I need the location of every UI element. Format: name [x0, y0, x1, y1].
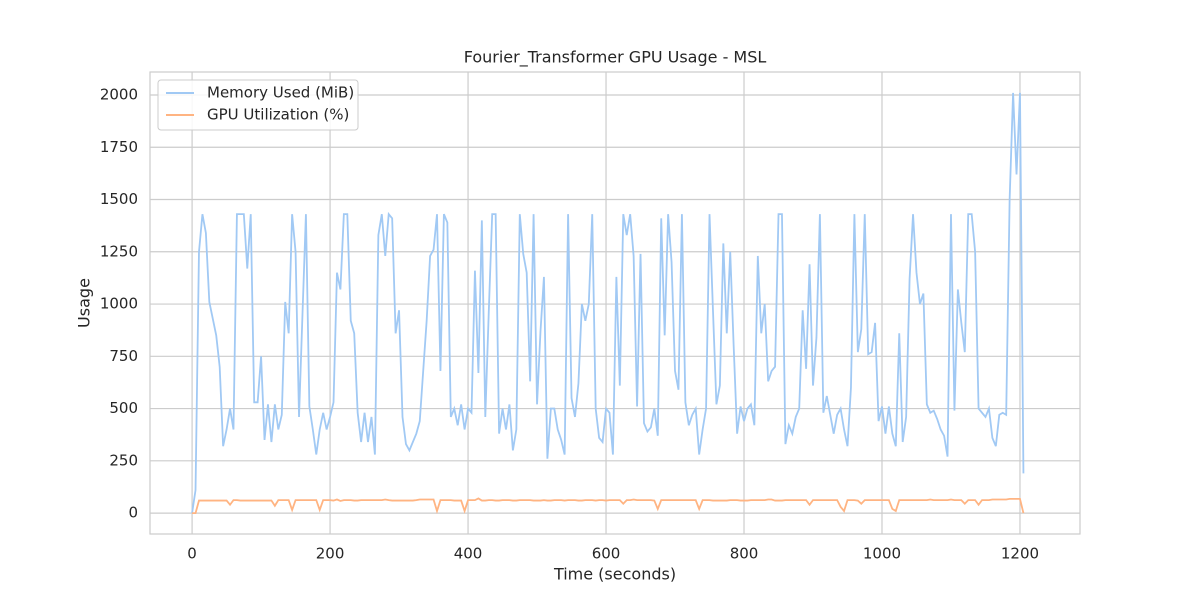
legend-box: [157, 79, 359, 131]
x-tick-label: 0: [187, 545, 197, 563]
y-tick-label: 2000: [100, 85, 138, 103]
legend: Memory Used (MiB) GPU Utilization (%): [157, 79, 359, 131]
x-tick-label: 1000: [863, 545, 901, 563]
data-line: [191, 92, 1025, 514]
legend-label: Memory Used (MiB): [207, 84, 354, 102]
plot-frame: [149, 71, 1081, 535]
y-axis-label: Usage: [75, 278, 94, 328]
y-tick-label: 1750: [100, 138, 138, 156]
y-tick-label: 1000: [100, 295, 138, 313]
x-axis-label: Time (seconds): [553, 565, 676, 584]
legend-label: GPU Utilization (%): [207, 106, 349, 124]
y-tick-label: 0: [128, 504, 138, 522]
x-tick-label: 800: [730, 545, 759, 563]
data-line: [192, 497, 1025, 515]
y-tick-label: 1500: [100, 190, 138, 208]
y-tick-label: 500: [109, 399, 138, 417]
x-tick-label: 600: [592, 545, 621, 563]
y-tick-label: 1250: [100, 242, 138, 260]
x-tick-label: 1200: [1001, 545, 1039, 563]
chart-title: Fourier_Transformer GPU Usage - MSL: [464, 48, 767, 68]
x-tick-label: 400: [454, 545, 483, 563]
y-tick-label: 250: [109, 451, 138, 469]
x-tick-label: 200: [316, 545, 345, 563]
y-tick-label: 750: [109, 347, 138, 365]
